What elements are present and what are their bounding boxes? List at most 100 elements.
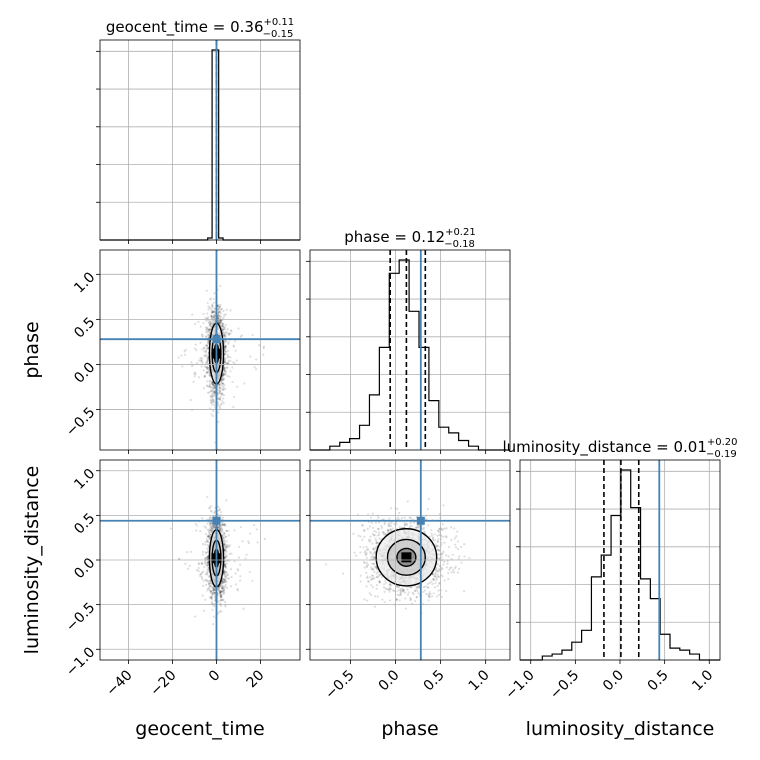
sample-point xyxy=(212,398,215,402)
sample-point xyxy=(399,588,402,591)
sample-point xyxy=(221,400,224,403)
sample-point xyxy=(380,524,383,528)
sample-point xyxy=(222,571,226,574)
sample-point xyxy=(375,541,378,544)
sample-point xyxy=(240,334,243,337)
sample-point xyxy=(409,598,412,601)
sample-point xyxy=(423,530,426,533)
sample-point xyxy=(223,344,226,348)
sample-point xyxy=(224,350,227,353)
sample-point xyxy=(374,530,378,534)
sample-point xyxy=(210,316,213,319)
sample-point xyxy=(220,324,223,327)
sample-point xyxy=(427,599,430,602)
sample-point xyxy=(369,539,372,542)
sample-point xyxy=(375,587,378,590)
sample-point xyxy=(206,370,209,374)
sample-point xyxy=(222,377,225,380)
sample-point xyxy=(383,521,386,524)
sample-point xyxy=(438,557,441,560)
sample-point xyxy=(395,517,399,521)
sample-point xyxy=(253,524,256,527)
sample-point xyxy=(211,529,214,532)
sample-point xyxy=(388,590,391,593)
sample-point xyxy=(206,550,209,554)
sample-point xyxy=(443,560,446,563)
sample-point xyxy=(219,591,222,594)
sample-point xyxy=(403,523,407,526)
sample-point xyxy=(211,304,214,307)
sample-point xyxy=(221,581,224,584)
sample-point xyxy=(197,320,200,323)
sample-point xyxy=(206,579,209,582)
sample-point xyxy=(213,389,216,393)
sample-point xyxy=(220,393,223,396)
sample-point xyxy=(417,586,420,589)
sample-point xyxy=(223,577,226,581)
sample-point xyxy=(218,398,221,401)
sample-point xyxy=(211,311,214,314)
sample-point xyxy=(204,583,208,587)
sample-point xyxy=(229,585,233,588)
sample-point xyxy=(219,526,222,529)
sample-point xyxy=(370,578,373,581)
sample-point xyxy=(223,383,226,387)
sample-point xyxy=(232,344,235,347)
sample-point xyxy=(229,332,232,335)
sample-point xyxy=(210,390,213,393)
sample-point xyxy=(207,580,210,583)
sample-point xyxy=(223,552,227,556)
sample-point xyxy=(224,369,227,373)
sample-point xyxy=(224,345,227,349)
sample-point xyxy=(224,357,227,360)
sample-point xyxy=(212,400,215,404)
sample-point xyxy=(237,327,240,330)
sample-point xyxy=(193,372,196,375)
sample-point xyxy=(381,598,384,601)
sample-point xyxy=(367,579,370,583)
sample-point xyxy=(189,398,192,402)
sample-point xyxy=(205,371,208,374)
sample-point xyxy=(212,394,216,397)
sample-point xyxy=(207,530,211,533)
sample-point xyxy=(208,531,211,534)
sample-point xyxy=(220,380,223,383)
sample-point xyxy=(226,374,229,378)
sample-point xyxy=(221,328,224,331)
sample-point xyxy=(222,387,225,390)
sample-point xyxy=(210,304,214,308)
sample-point xyxy=(219,305,222,308)
sample-point xyxy=(218,311,221,314)
sample-point xyxy=(219,596,223,599)
sample-point xyxy=(219,591,222,594)
sample-point xyxy=(202,584,205,588)
sample-point xyxy=(441,575,444,578)
sample-point xyxy=(437,593,441,597)
sample-point xyxy=(377,516,380,519)
sample-point xyxy=(380,526,384,530)
sample-point xyxy=(211,587,214,590)
sample-point xyxy=(213,292,216,295)
sample-point xyxy=(227,333,230,337)
sample-point xyxy=(208,533,212,536)
sample-point xyxy=(224,313,227,316)
sample-point xyxy=(200,562,203,565)
sample-point xyxy=(221,379,224,382)
sample-point xyxy=(412,592,415,596)
sample-point xyxy=(219,594,222,597)
sample-point xyxy=(373,605,376,608)
sample-point xyxy=(203,350,206,353)
sample-point xyxy=(204,560,207,564)
sample-point xyxy=(224,524,227,527)
sample-point xyxy=(218,586,221,589)
sample-point xyxy=(205,343,209,346)
sample-point xyxy=(218,321,221,325)
sample-point xyxy=(376,595,379,598)
sample-point xyxy=(222,331,225,334)
sample-point xyxy=(368,540,371,543)
sample-point xyxy=(220,591,223,594)
sample-point xyxy=(384,581,387,584)
sample-point xyxy=(223,548,226,552)
sample-point xyxy=(208,336,211,339)
sample-point xyxy=(212,525,215,528)
